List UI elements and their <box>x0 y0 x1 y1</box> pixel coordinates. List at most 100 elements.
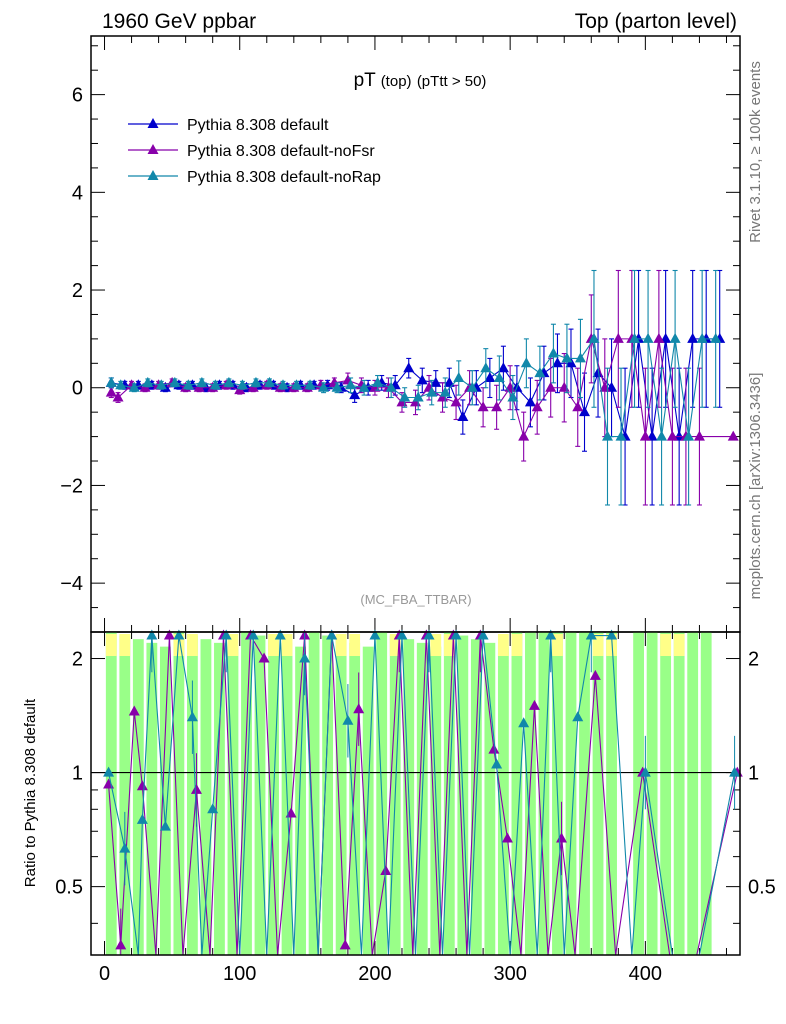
data-point <box>653 332 665 343</box>
data-point <box>196 376 208 387</box>
ratio-point <box>545 629 557 640</box>
legend-label: Pythia 8.308 default <box>187 117 329 134</box>
band-outer <box>105 634 117 656</box>
band-outer <box>349 634 361 656</box>
ratio-point <box>729 766 741 777</box>
main-series-2 <box>105 269 722 506</box>
band-inner <box>295 646 306 955</box>
band-outer <box>511 634 523 656</box>
ratio-point <box>501 832 513 843</box>
ratio-point <box>572 711 584 722</box>
ratio-point <box>128 705 140 716</box>
data-point <box>412 391 424 402</box>
band-inner <box>687 632 699 955</box>
ratio-line <box>108 633 738 956</box>
main-ytick-label: −2 <box>60 475 83 497</box>
band-inner <box>565 632 577 955</box>
legend-marker <box>147 144 159 154</box>
ratio-point <box>528 699 540 710</box>
band-outer <box>335 634 347 656</box>
data-point <box>629 332 641 343</box>
data-point <box>612 332 624 343</box>
data-point <box>450 396 462 407</box>
data-point <box>304 379 316 390</box>
title-sub: (top) <box>381 73 412 90</box>
data-point <box>687 332 699 343</box>
data-point <box>561 352 573 363</box>
title-main: pT <box>354 70 377 91</box>
data-point <box>693 430 705 441</box>
main-plot <box>105 269 739 506</box>
main-axis-ticks: −4 −2 0 2 4 6 <box>60 36 740 633</box>
data-point <box>477 401 489 412</box>
band-inner <box>525 632 536 955</box>
band-outer <box>173 634 185 656</box>
data-point <box>531 401 543 412</box>
data-point <box>615 430 627 441</box>
band-inner <box>308 632 320 955</box>
ratio-point <box>589 669 601 680</box>
ratio-point <box>274 629 286 640</box>
data-point <box>142 376 154 387</box>
band-outer <box>443 634 455 656</box>
ratio-xtick-label: 300 <box>493 963 526 985</box>
data-point <box>236 379 248 390</box>
ratio-ytick-label-right: 1 <box>748 763 759 785</box>
data-point <box>547 347 559 358</box>
ratio-xtick-label: 200 <box>358 963 391 985</box>
ratio-point <box>258 652 270 663</box>
data-point <box>223 376 235 387</box>
ratio-point <box>396 629 408 640</box>
data-point <box>727 430 739 441</box>
mcplots-label: mcplots.cern.ch [arXiv:1306.3436] <box>747 373 764 600</box>
ratio-point <box>247 629 259 640</box>
data-point <box>426 386 438 397</box>
main-ytick-label: 6 <box>72 85 83 107</box>
data-point <box>656 430 668 441</box>
ratio-ytick-label-right: 2 <box>748 649 759 671</box>
data-point <box>115 379 127 390</box>
ratio-point <box>518 717 530 728</box>
band-inner <box>105 632 117 955</box>
ratio-series-0 <box>103 629 743 956</box>
ratio-line <box>108 634 736 956</box>
data-point <box>105 386 117 397</box>
data-point <box>182 379 194 390</box>
band-outer <box>673 634 685 656</box>
ratio-point <box>491 758 503 769</box>
data-point <box>558 381 570 392</box>
series-line <box>111 337 716 438</box>
ratio-point <box>136 780 148 791</box>
band-inner <box>700 632 712 955</box>
ratio-series-1 <box>103 629 741 956</box>
data-point <box>551 357 563 368</box>
ratio-point <box>186 711 198 722</box>
title-cut: (pTtt > 50) <box>417 73 487 90</box>
data-point <box>155 379 167 390</box>
band-outer <box>497 634 509 656</box>
band-inner <box>592 632 604 955</box>
data-point <box>497 362 509 373</box>
ratio-point <box>326 629 338 640</box>
ratio-ytick-label: 1 <box>72 763 83 785</box>
data-point <box>250 376 262 387</box>
data-point <box>399 391 411 402</box>
main-ytick-label: −4 <box>60 573 83 595</box>
ratio-point <box>119 842 131 853</box>
ratio-point <box>115 939 127 950</box>
data-point <box>669 332 681 343</box>
data-point <box>430 376 442 387</box>
ratio-point <box>450 629 462 640</box>
band-inner <box>511 632 523 955</box>
band-inner <box>200 639 212 955</box>
ratio-point <box>136 813 148 824</box>
data-point <box>493 371 505 382</box>
data-point <box>263 376 275 387</box>
band-inner <box>484 642 496 955</box>
band-outer <box>268 634 279 656</box>
ratio-point <box>207 803 219 814</box>
main-ytick-label: 4 <box>72 182 83 204</box>
band-outer <box>186 634 198 656</box>
band-outer <box>227 634 239 656</box>
